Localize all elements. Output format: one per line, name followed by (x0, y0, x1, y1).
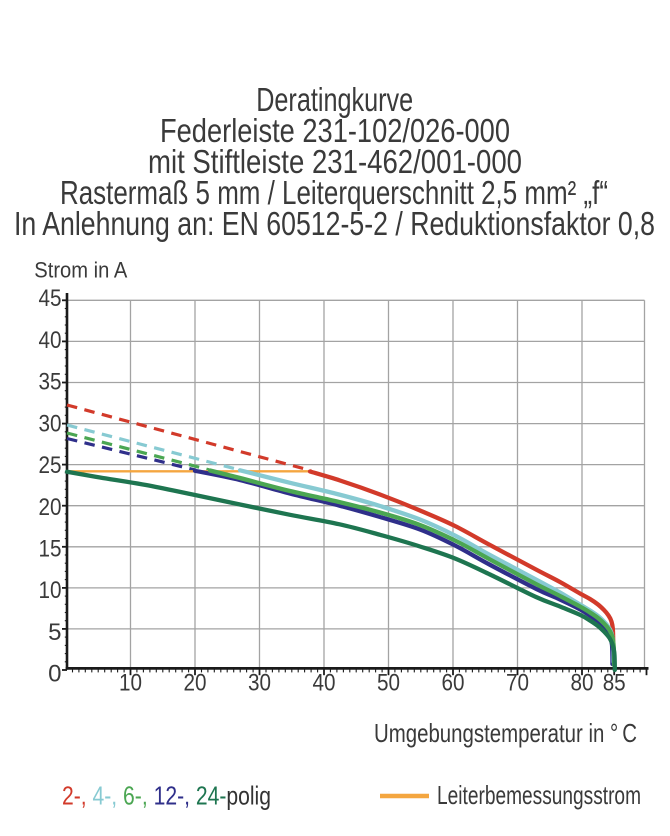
svg-text:30: 30 (248, 670, 271, 697)
svg-text:25: 25 (39, 452, 62, 479)
svg-text:5: 5 (48, 619, 61, 646)
svg-text:15: 15 (39, 536, 62, 563)
svg-text:Leiterbemessungsstrom: Leiterbemessungsstrom (437, 780, 641, 810)
svg-text:Rastermaß 5 mm / Leiterquersch: Rastermaß 5 mm / Leiterquerschnitt 2,5 m… (60, 174, 608, 211)
svg-text:Strom in A: Strom in A (34, 258, 127, 283)
svg-text:In Anlehnung an: EN 60512-5-2: In Anlehnung an: EN 60512-5-2 / Reduktio… (14, 205, 655, 242)
svg-text:70: 70 (506, 670, 529, 697)
svg-text:50: 50 (377, 670, 400, 697)
svg-text:mit Stiftleiste 231-462/001-00: mit Stiftleiste 231-462/001-000 (148, 143, 522, 180)
svg-text:85: 85 (603, 670, 626, 697)
svg-text:60: 60 (442, 670, 465, 697)
svg-text:40: 40 (313, 670, 336, 697)
svg-text:10: 10 (119, 670, 142, 697)
svg-text:Umgebungstemperatur in ° C: Umgebungstemperatur in ° C (374, 718, 637, 748)
svg-text:40: 40 (39, 327, 62, 354)
svg-text:Deratingkurve: Deratingkurve (256, 81, 413, 118)
svg-text:45: 45 (39, 285, 62, 312)
svg-text:80: 80 (571, 670, 594, 697)
svg-text:20: 20 (184, 670, 207, 697)
svg-text:30: 30 (39, 410, 62, 437)
svg-text:20: 20 (39, 494, 62, 521)
svg-text:35: 35 (39, 369, 62, 396)
svg-text:10: 10 (39, 577, 62, 604)
svg-text:2-, 4-, 6-, 12-, 24-polig: 2-, 4-, 6-, 12-, 24-polig (62, 781, 271, 811)
svg-text:0: 0 (48, 661, 61, 688)
svg-text:Federleiste 231-102/026-000: Federleiste 231-102/026-000 (160, 112, 510, 149)
